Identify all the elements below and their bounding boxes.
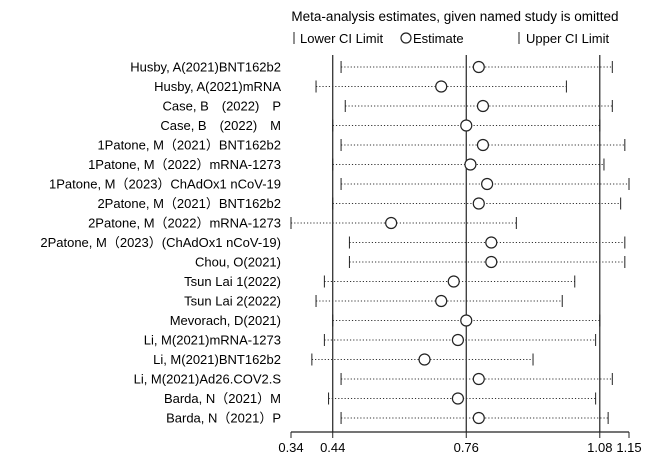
study-label: Li, M(2021)Ad26.COV2.S (134, 372, 282, 387)
estimate-marker (476, 99, 490, 113)
legend: Lower CI Limit Estimate Upper CI Limit (293, 31, 609, 46)
x-tick-label: 0.76 (454, 440, 479, 455)
study-label: Tsun Lai 1(2022) (184, 274, 281, 289)
estimate-marker (485, 236, 498, 249)
study-label: Case, B (2022) M (160, 118, 281, 133)
study-label: Tsun Lai 2(2022) (184, 294, 281, 309)
study-label: 1Patone, M（2021）BNT162b2 (97, 138, 281, 153)
study-label: 2Patone, M（2023）(ChAdOx1 nCoV-19) (40, 235, 281, 250)
estimate-marker (481, 177, 494, 191)
legend-lower-label: Lower CI Limit (300, 31, 383, 46)
x-tick-label: 1.15 (616, 440, 641, 455)
study-label: 1Patone, M（2023）ChAdOx1 nCoV-19 (49, 177, 281, 192)
estimate-marker (464, 158, 477, 171)
estimate-marker (472, 197, 485, 210)
estimate-marker (418, 353, 431, 366)
estimate-marker (460, 119, 473, 132)
study-label: 2Patone, M（2021）BNT162b2 (97, 196, 281, 211)
x-tick-label: 1.08 (587, 440, 612, 455)
study-label: Barda, N（2021）P (166, 411, 281, 426)
estimate-marker (485, 255, 498, 269)
estimate-marker (460, 314, 473, 327)
estimate-marker (472, 372, 485, 386)
estimate-marker (451, 333, 465, 347)
estimate-marker (435, 80, 448, 93)
study-label: 1Patone, M（2022）mRNA-1273 (88, 157, 281, 172)
chart-title: Meta-analysis estimates, given named stu… (291, 9, 618, 24)
study-label: 2Patone, M（2022）mRNA-1273 (88, 216, 281, 231)
legend-upper-label: Upper CI Limit (526, 31, 609, 46)
estimate-marker (451, 392, 465, 405)
estimate-marker (472, 411, 485, 425)
study-label: Case, B (2022) P (163, 99, 282, 114)
study-label: Li, M(2021)BNT162b2 (153, 352, 281, 367)
legend-estimate-label: Estimate (413, 31, 464, 46)
study-label: Barda, N（2021）M (164, 391, 281, 406)
estimate-marker (447, 275, 460, 288)
study-label: Husby, A(2021)BNT162b2 (130, 60, 281, 75)
x-tick-label: 0.34 (278, 440, 303, 455)
estimate-marker (476, 138, 490, 152)
x-tick-label: 0.44 (320, 440, 345, 455)
estimate-marker (435, 294, 448, 308)
study-label: Husby, A(2021)mRNA (154, 79, 281, 94)
estimate-marker (385, 216, 398, 230)
plot-area: 0.34 0.44 0.76 1.08 1.15 Husby, A(2021)BNT162… (40, 55, 642, 455)
study-label: Li, M(2021)mRNA-1273 (144, 333, 281, 348)
study-label: Chou, O(2021) (195, 255, 281, 270)
study-label: Mevorach, D(2021) (170, 313, 281, 328)
estimate-marker (472, 60, 485, 74)
legend-estimate-marker (400, 32, 412, 44)
